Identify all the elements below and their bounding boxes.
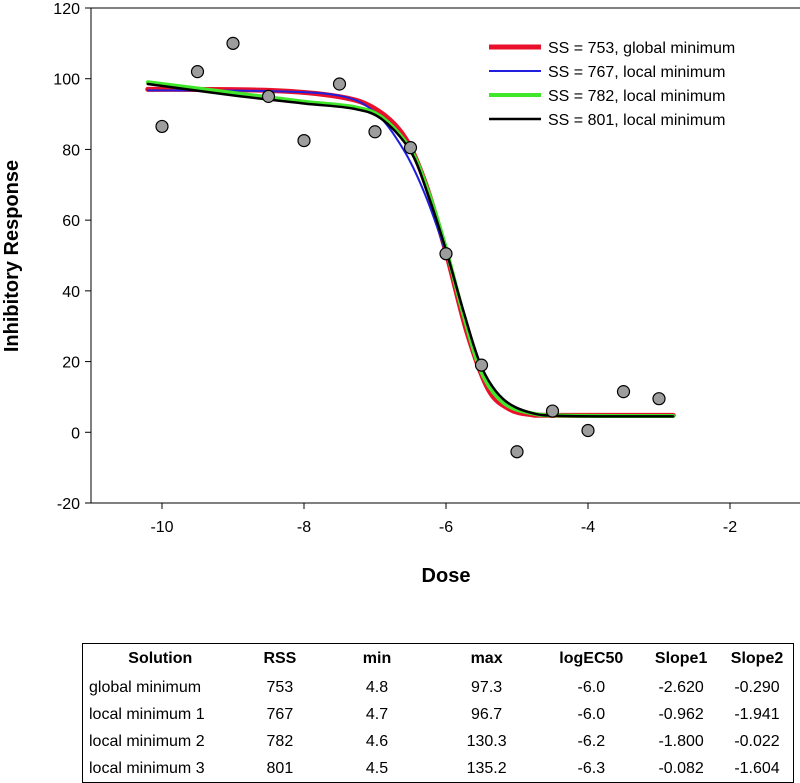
legend: SS = 753, global minimum SS = 767, local … bbox=[489, 40, 735, 129]
table-cell: -0.290 bbox=[734, 678, 780, 696]
legend-label: SS = 782, local minimum bbox=[548, 88, 725, 105]
fit-results-table: Solution RSS min max logEC50 Slope1 Slope2 glo… bbox=[82, 643, 794, 783]
table-cell: 801 bbox=[266, 759, 294, 777]
table-cell: -6.0 bbox=[577, 705, 606, 723]
legend-label: SS = 753, global minimum bbox=[548, 40, 735, 57]
data-point bbox=[403, 141, 418, 155]
data-point bbox=[652, 392, 666, 406]
table-cell: 97.3 bbox=[471, 678, 503, 696]
table-header-cell: max bbox=[470, 650, 503, 667]
table-cell: -1.604 bbox=[734, 759, 780, 777]
data-point bbox=[474, 358, 489, 372]
table-cell: 767 bbox=[266, 705, 294, 723]
table-cell: 782 bbox=[266, 732, 294, 750]
table-row: local minimum 1 767 4.7 96.7 -6.0 -0.962 -1.94… bbox=[83, 701, 794, 728]
table-header-row: Solution RSS min max logEC50 Slope1 Slope2 bbox=[83, 644, 794, 675]
y-axis-title: Inhibitory Response bbox=[1, 160, 23, 352]
table-cell: 4.5 bbox=[365, 759, 389, 777]
table-cell: -0.962 bbox=[658, 705, 704, 723]
x-tick-label: -4 bbox=[581, 519, 595, 536]
table-header-cell: Slope2 bbox=[730, 650, 784, 667]
table-cell: local minimum 1 bbox=[89, 705, 205, 723]
table-cell: 96.7 bbox=[471, 705, 503, 723]
fit-curves bbox=[145, 80, 676, 419]
legend-label: SS = 801, local minimum bbox=[548, 112, 725, 129]
y-tick-label: 80 bbox=[62, 142, 80, 159]
data-point bbox=[332, 77, 347, 91]
data-point bbox=[261, 89, 276, 103]
table-cell: -0.082 bbox=[658, 759, 704, 777]
table-cell: -1.941 bbox=[734, 705, 780, 723]
table-cell: -6.3 bbox=[577, 759, 606, 777]
legend-label: SS = 767, local minimum bbox=[548, 64, 725, 81]
table-header-cell: RSS bbox=[263, 650, 297, 667]
table-body: global minimum 753 4.8 97.3 -6.0 -2.620 -0.290… bbox=[83, 674, 794, 783]
y-tick-label: 60 bbox=[62, 213, 80, 230]
data-point bbox=[155, 119, 169, 134]
data-point bbox=[226, 36, 240, 50]
table-cell: -6.0 bbox=[577, 678, 606, 696]
x-tick-label: -10 bbox=[150, 519, 173, 536]
table-cell: 4.6 bbox=[365, 732, 389, 750]
fit-curve-2 bbox=[146, 89, 675, 417]
data-point bbox=[616, 385, 631, 399]
data-points bbox=[155, 36, 666, 459]
y-tick-label: 100 bbox=[53, 72, 80, 89]
y-tick-label: 0 bbox=[71, 425, 80, 442]
data-point bbox=[368, 125, 382, 139]
table-cell: 4.8 bbox=[365, 678, 389, 696]
table-cell: 130.3 bbox=[466, 732, 507, 750]
table-cell: -0.022 bbox=[734, 732, 780, 750]
table-row: global minimum 753 4.8 97.3 -6.0 -2.620 -0.290 bbox=[83, 674, 794, 701]
dose-response-chart: -10 -8 -6 -4 -2 -20 0 20 40 60 80 100 120 SS = 753,… bbox=[1, 1, 800, 587]
table-cell: 4.7 bbox=[365, 705, 389, 723]
y-tick-label: 120 bbox=[53, 1, 80, 18]
table-cell: -2.620 bbox=[658, 678, 704, 696]
data-point bbox=[510, 445, 524, 459]
table-cell: -1.800 bbox=[658, 732, 704, 750]
fit-curve-3 bbox=[145, 80, 676, 419]
data-point bbox=[297, 133, 311, 148]
table-header-cell: logEC50 bbox=[559, 650, 624, 667]
fit-curve-1 bbox=[145, 86, 676, 418]
table-cell: 753 bbox=[266, 678, 294, 696]
x-tick-label: -8 bbox=[297, 519, 311, 536]
y-tick-label: 20 bbox=[62, 355, 80, 372]
x-axis-title: Dose bbox=[422, 565, 471, 587]
y-axis: -20 0 20 40 60 80 100 120 bbox=[53, 1, 91, 513]
data-point bbox=[439, 247, 453, 261]
table-cell: -6.2 bbox=[577, 732, 606, 750]
table-cell: global minimum bbox=[89, 678, 202, 696]
x-axis: -10 -8 -6 -4 -2 bbox=[150, 503, 737, 536]
fit-curve-4 bbox=[146, 82, 675, 418]
x-tick-label: -6 bbox=[439, 519, 453, 536]
data-point bbox=[190, 65, 205, 79]
data-point bbox=[545, 404, 560, 418]
table-header-cell: min bbox=[362, 650, 392, 667]
table-row: local minimum 3 801 4.5 135.2 -6.3 -0.082 -1.6… bbox=[83, 755, 794, 783]
data-point bbox=[581, 423, 595, 438]
x-tick-label: -2 bbox=[723, 519, 737, 536]
table-cell: local minimum 2 bbox=[89, 732, 205, 750]
table-row: local minimum 2 782 4.6 130.3 -6.2 -1.800 -0.0… bbox=[83, 728, 794, 755]
table-cell: 135.2 bbox=[466, 759, 507, 777]
table-header-cell: Solution bbox=[128, 650, 193, 667]
y-tick-label: -20 bbox=[57, 496, 80, 513]
y-tick-label: 40 bbox=[62, 284, 80, 301]
table-cell: local minimum 3 bbox=[89, 759, 205, 777]
table-header-cell: Slope1 bbox=[654, 650, 708, 667]
